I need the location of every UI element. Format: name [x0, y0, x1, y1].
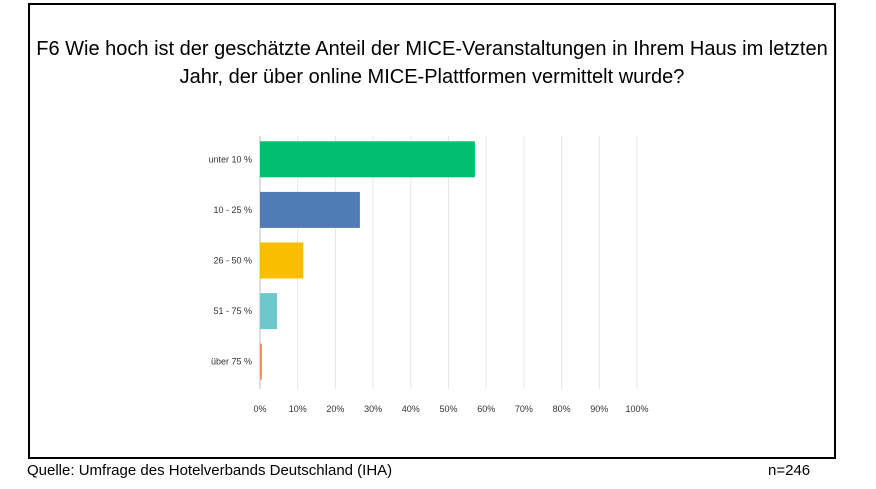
- bar: [260, 141, 475, 178]
- category-label: unter 10 %: [208, 154, 252, 164]
- x-tick-label: 20%: [326, 404, 344, 414]
- category-label: 26 - 50 %: [213, 256, 252, 266]
- x-tick-label: 100%: [625, 404, 648, 414]
- x-tick-label: 10%: [289, 404, 307, 414]
- x-tick-label: 60%: [477, 404, 495, 414]
- x-tick-label: 80%: [553, 404, 571, 414]
- chart-frame: F6 Wie hoch ist der geschätzte Anteil de…: [28, 3, 836, 459]
- x-tick-label: 90%: [590, 404, 608, 414]
- bar: [260, 343, 262, 380]
- chart-title: F6 Wie hoch ist der geschätzte Anteil de…: [30, 35, 834, 91]
- bar: [260, 293, 277, 330]
- chart-title-line-2: Jahr, der über online MICE-Plattformen v…: [179, 66, 685, 88]
- x-tick-label: 70%: [515, 404, 533, 414]
- bar: [260, 191, 360, 228]
- category-label: 51 - 75 %: [213, 306, 252, 316]
- x-tick-label: 50%: [439, 404, 457, 414]
- chart-title-line-1: F6 Wie hoch ist der geschätzte Anteil de…: [36, 38, 828, 60]
- sample-size: n=246: [768, 462, 811, 479]
- bar: [260, 242, 304, 279]
- x-tick-label: 40%: [402, 404, 420, 414]
- category-label: 10 - 25 %: [213, 205, 252, 215]
- category-label: über 75 %: [211, 357, 252, 367]
- x-tick-label: 30%: [364, 404, 382, 414]
- x-tick-label: 0%: [253, 404, 266, 414]
- source-note: Quelle: Umfrage des Hotelverbands Deutsc…: [27, 462, 393, 479]
